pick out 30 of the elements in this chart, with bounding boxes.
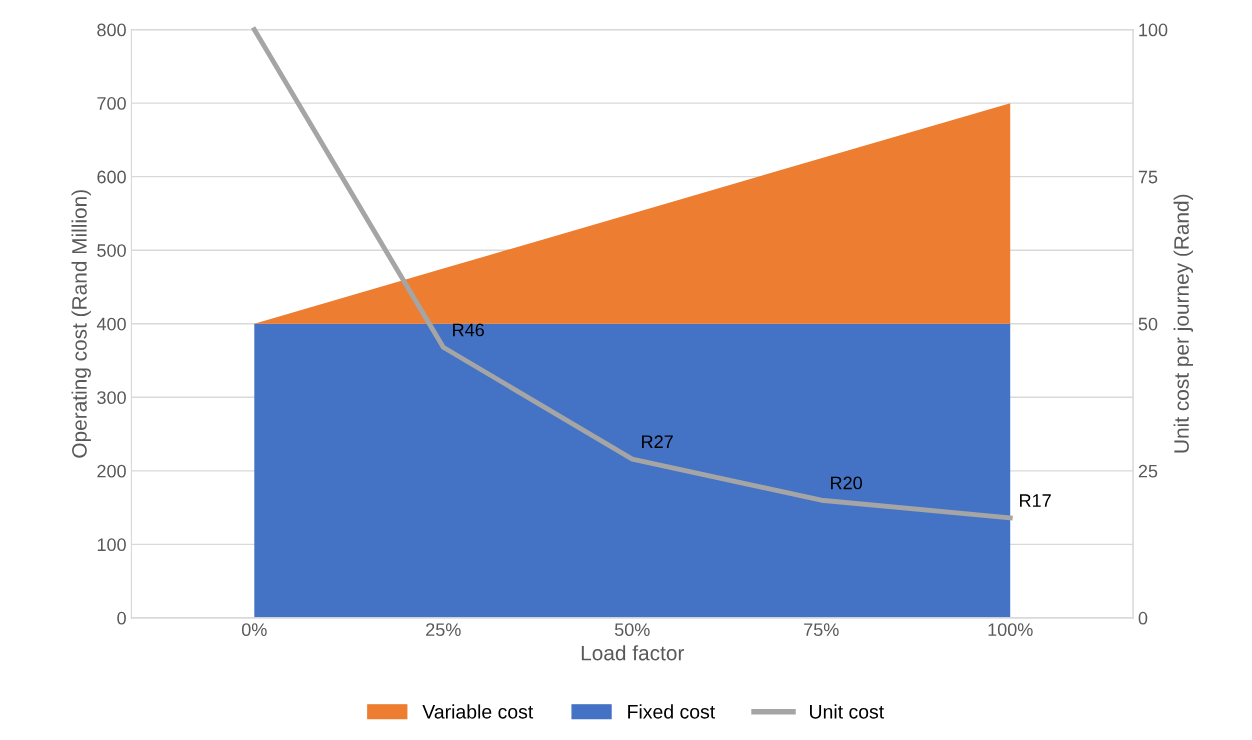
y-tick-label: 0 — [117, 611, 126, 625]
y-tick-label: 100 — [97, 538, 126, 552]
y-tick-label: 800 — [97, 23, 126, 37]
y2-tick-label: 0 — [1138, 611, 1148, 625]
legend-label: Unit cost — [810, 704, 885, 719]
legend-label: Variable cost — [422, 704, 534, 719]
y-tick-label: 500 — [97, 244, 126, 257]
y2-axis-title: Unit cost per journey (Rand) — [1173, 194, 1194, 453]
data-label: R27 — [642, 435, 673, 448]
y-tick-label: 200 — [97, 464, 126, 478]
x-tick-label: 25% — [426, 623, 461, 637]
y-tick-label: 300 — [97, 391, 126, 405]
x-tick-label: 75% — [804, 623, 839, 637]
data-label: R20 — [831, 476, 862, 490]
data-label: R17 — [1020, 494, 1051, 507]
data-label: R46 — [453, 323, 484, 337]
line-series — [251, 27, 1013, 521]
y2-tick-label: 50 — [1138, 317, 1158, 331]
y2-tick-label: 100 — [1139, 23, 1168, 37]
y-tick-label: 400 — [96, 317, 126, 331]
x-axis-title: Load factor — [581, 645, 685, 661]
y2-tick-label: 25 — [1138, 464, 1158, 478]
x-tick-label: 0% — [241, 623, 267, 637]
y-tick-label: 600 — [97, 170, 126, 184]
y-axis-title: Operating cost (Rand Million) — [71, 190, 91, 458]
legend-label: Fixed cost — [628, 704, 716, 719]
x-tick-label: 100% — [988, 623, 1033, 637]
x-tick-label: 50% — [614, 623, 650, 637]
y-tick-label: 700 — [97, 97, 126, 110]
y2-tick-label: 75 — [1138, 170, 1158, 184]
